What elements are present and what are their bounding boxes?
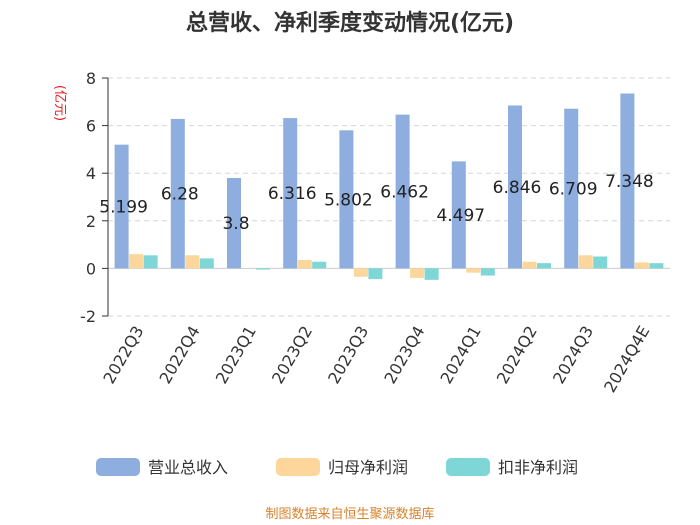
bar-2023Q2-2 <box>312 261 327 269</box>
x-axis: 2022Q3 2022Q4 2023Q1 2023Q2 2023Q3 2023Q4 2024… <box>99 323 653 396</box>
bar-2024Q1-0 <box>451 161 466 269</box>
bar-2023Q3-1 <box>353 268 368 277</box>
legend-swatch <box>96 458 140 476</box>
bar-2023Q4-0 <box>395 114 410 269</box>
source-note: 制图数据来自恒生聚源数据库 <box>265 506 434 522</box>
bar-2022Q4-1 <box>185 255 200 269</box>
legend-label: 营业总收入 <box>148 458 228 477</box>
bar-2024Q4E-2 <box>649 263 664 269</box>
x-tick-label: 2024Q4E <box>600 323 653 396</box>
legend-swatch <box>446 458 490 476</box>
legend-swatch <box>276 458 320 476</box>
bar-2024Q1-1 <box>466 268 481 273</box>
y-tick-label: -2 <box>80 307 96 326</box>
x-tick-label: 2023Q1 <box>212 323 260 387</box>
data-label-2022Q3: 5.199 <box>99 198 148 218</box>
data-label-2024Q4E: 7.348 <box>605 172 654 192</box>
y-axis: -2 0 2 4 6 8 <box>80 69 109 326</box>
y-tick-label: 8 <box>86 69 96 88</box>
bar-2023Q2-0 <box>283 118 298 269</box>
x-tick-label: 2024Q1 <box>437 323 485 387</box>
data-labels: 5.199 6.28 3.8 6.316 5.802 6.462 4.497 6.846 6.7… <box>99 172 653 234</box>
bar-2023Q3-0 <box>339 130 354 269</box>
x-tick-label: 2022Q3 <box>99 323 147 387</box>
x-tick-label: 2022Q4 <box>156 323 204 387</box>
bar-2022Q3-2 <box>143 255 158 269</box>
data-label-2024Q1: 4.497 <box>436 206 485 226</box>
bar-2024Q3-0 <box>564 108 579 269</box>
x-tick-label: 2024Q3 <box>549 323 597 387</box>
bar-2024Q2-2 <box>537 263 551 269</box>
bar-2022Q4-0 <box>170 118 185 269</box>
legend-label: 归母净利润 <box>328 458 408 477</box>
data-label-2024Q2: 6.846 <box>493 178 542 198</box>
data-label-2023Q4: 6.462 <box>380 183 429 203</box>
bars <box>114 93 664 280</box>
data-label-2022Q4: 6.28 <box>161 185 199 205</box>
bar-2024Q3-2 <box>593 256 608 269</box>
bar-2023Q1-2 <box>256 268 270 270</box>
bar-2022Q3-1 <box>129 254 144 269</box>
x-tick-label: 2023Q4 <box>380 323 428 387</box>
bar-2023Q1-0 <box>227 177 241 269</box>
legend: 营业总收入 归母净利润 扣非净利润 <box>96 458 578 477</box>
y-tick-label: 6 <box>86 117 96 136</box>
x-tick-label: 2023Q3 <box>324 323 372 387</box>
x-tick-label: 2023Q2 <box>268 323 316 387</box>
bar-2024Q2-1 <box>522 261 537 269</box>
y-tick-label: 0 <box>86 259 96 278</box>
y-tick-label: 4 <box>86 164 96 183</box>
bar-2023Q3-2 <box>368 268 383 280</box>
bar-2022Q4-2 <box>199 258 214 269</box>
data-label-2024Q3: 6.709 <box>549 180 598 200</box>
data-label-2023Q1: 3.8 <box>222 214 249 234</box>
legend-label: 扣非净利润 <box>498 458 578 477</box>
bar-2024Q3-1 <box>578 255 593 269</box>
y-tick-label: 2 <box>86 212 96 231</box>
data-label-2023Q2: 6.316 <box>268 184 317 204</box>
bar-2023Q4-2 <box>424 268 439 280</box>
y-unit-label: (亿元) <box>52 85 67 121</box>
bar-2024Q4E-1 <box>634 262 649 269</box>
data-label-2023Q3: 5.802 <box>324 190 373 210</box>
bar-2024Q1-2 <box>480 268 495 276</box>
bar-2023Q4-1 <box>410 268 425 278</box>
bar-2023Q2-1 <box>297 260 312 269</box>
chart-title: 总营收、净利季度变动情况(亿元) <box>186 10 514 36</box>
bar-2024Q4E-0 <box>620 93 635 269</box>
bar-2024Q2-0 <box>508 105 522 269</box>
x-tick-label: 2024Q2 <box>493 323 541 387</box>
bar-2022Q3-0 <box>114 144 129 269</box>
